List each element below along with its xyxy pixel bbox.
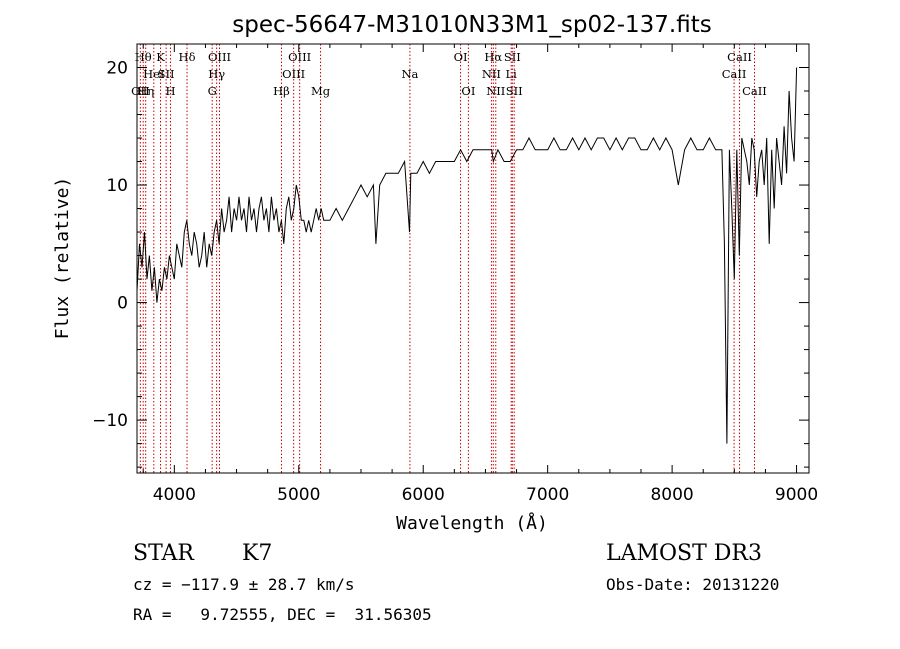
line-marker-label: CaII (722, 67, 747, 81)
x-axis: 4000 5000 6000 7000 8000 9000 (142, 44, 818, 505)
line-marker-label: Hγ (208, 67, 225, 81)
spectrum-line (136, 67, 798, 444)
plot-frame (136, 43, 810, 474)
observation-date: Obs-Date: 20131220 (606, 575, 779, 594)
x-tick-label: 5000 (277, 485, 320, 505)
line-marker-label: SII (506, 84, 523, 98)
y-tick-label: 20 (106, 59, 128, 79)
line-marker-label: NII (486, 84, 505, 98)
y-axis-label: Flux (relative) (52, 177, 73, 340)
line-marker-group (139, 44, 755, 473)
line-marker-label: CaII (727, 50, 752, 64)
x-tick-label: 7000 (526, 485, 569, 505)
object-subclass: K7 (242, 541, 272, 566)
object-class: STAR (133, 541, 195, 566)
line-marker-label: OIII (208, 50, 231, 64)
y-tick-label: 0 (117, 294, 128, 314)
line-marker-label: NII (482, 67, 501, 81)
x-tick-label: 8000 (650, 485, 693, 505)
y-tick-label: −10 (92, 411, 128, 431)
y-tick-label: 10 (106, 176, 128, 196)
line-marker-label: Li (506, 67, 518, 81)
line-marker-label: Hβ (273, 84, 290, 98)
line-marker-label: CaII (742, 84, 767, 98)
line-marker-label: H (165, 84, 175, 98)
line-marker-label: Hη (137, 84, 154, 98)
line-marker-label: OI (461, 84, 475, 98)
line-marker-label: HeI (143, 67, 164, 81)
x-tick-label: 9000 (775, 485, 818, 505)
line-marker-label: OIII (288, 50, 311, 64)
survey-name: LAMOST DR3 (606, 541, 762, 566)
coordinates: RA = 9.72555, DEC = 31.56305 (133, 605, 432, 624)
line-marker-label: K (156, 50, 165, 64)
line-marker-label: G (208, 84, 217, 98)
x-tick-label: 6000 (402, 485, 445, 505)
line-marker-label: Mg (311, 84, 331, 98)
line-marker-label: Hδ (179, 50, 196, 64)
x-tick-label: 4000 (153, 485, 196, 505)
redshift-velocity: cz = −117.9 ± 28.7 km/s (133, 575, 355, 594)
x-axis-label: Wavelength (Å) (396, 512, 548, 534)
line-marker-label: OIII (282, 67, 305, 81)
line-label-group: OIIHθHηHeIKSIIHHδGHγOIIIHβOIIIOIIIMgNaOI… (131, 50, 767, 98)
chart-title: spec-56647-M31010N33M1_sp02-137.fits (232, 12, 711, 38)
line-marker-label: OI (454, 50, 468, 64)
line-marker-label: Hθ (135, 50, 152, 64)
line-marker-label: Na (401, 67, 418, 81)
line-marker-label: SII (158, 67, 175, 81)
line-marker-label: SII (504, 50, 521, 64)
y-axis: −10 0 10 20 (92, 43, 809, 468)
line-marker-label: Hα (484, 50, 502, 64)
